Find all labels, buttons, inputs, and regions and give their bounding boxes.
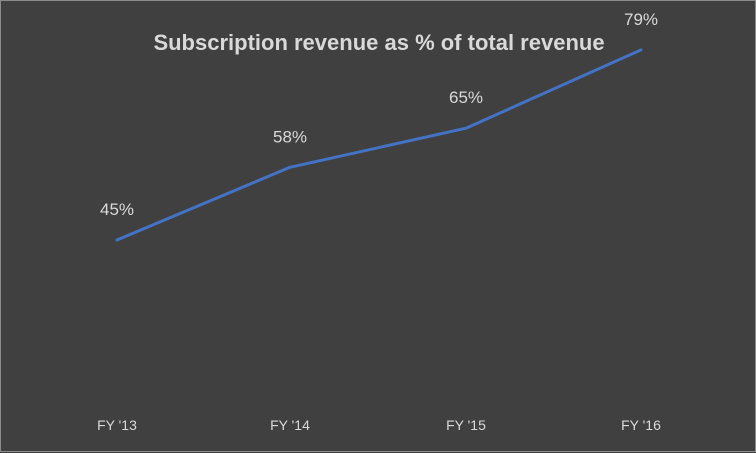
series-layer	[115, 48, 643, 242]
data-label: 45%	[100, 200, 134, 219]
x-tick-label: FY '13	[97, 417, 137, 433]
x-axis-ticks: FY '13 FY '14 FY '15 FY '16	[97, 417, 661, 433]
series-line	[115, 48, 643, 242]
data-label: 65%	[449, 88, 483, 107]
x-tick-label: FY '14	[270, 417, 310, 433]
data-label: 58%	[273, 127, 307, 146]
x-tick-label: FY '16	[621, 417, 661, 433]
data-label: 79%	[624, 10, 658, 29]
chart-title: Subscription revenue as % of total reven…	[153, 30, 604, 55]
x-tick-label: FY '15	[446, 417, 486, 433]
data-labels: 45% 58% 65% 79%	[100, 10, 658, 219]
